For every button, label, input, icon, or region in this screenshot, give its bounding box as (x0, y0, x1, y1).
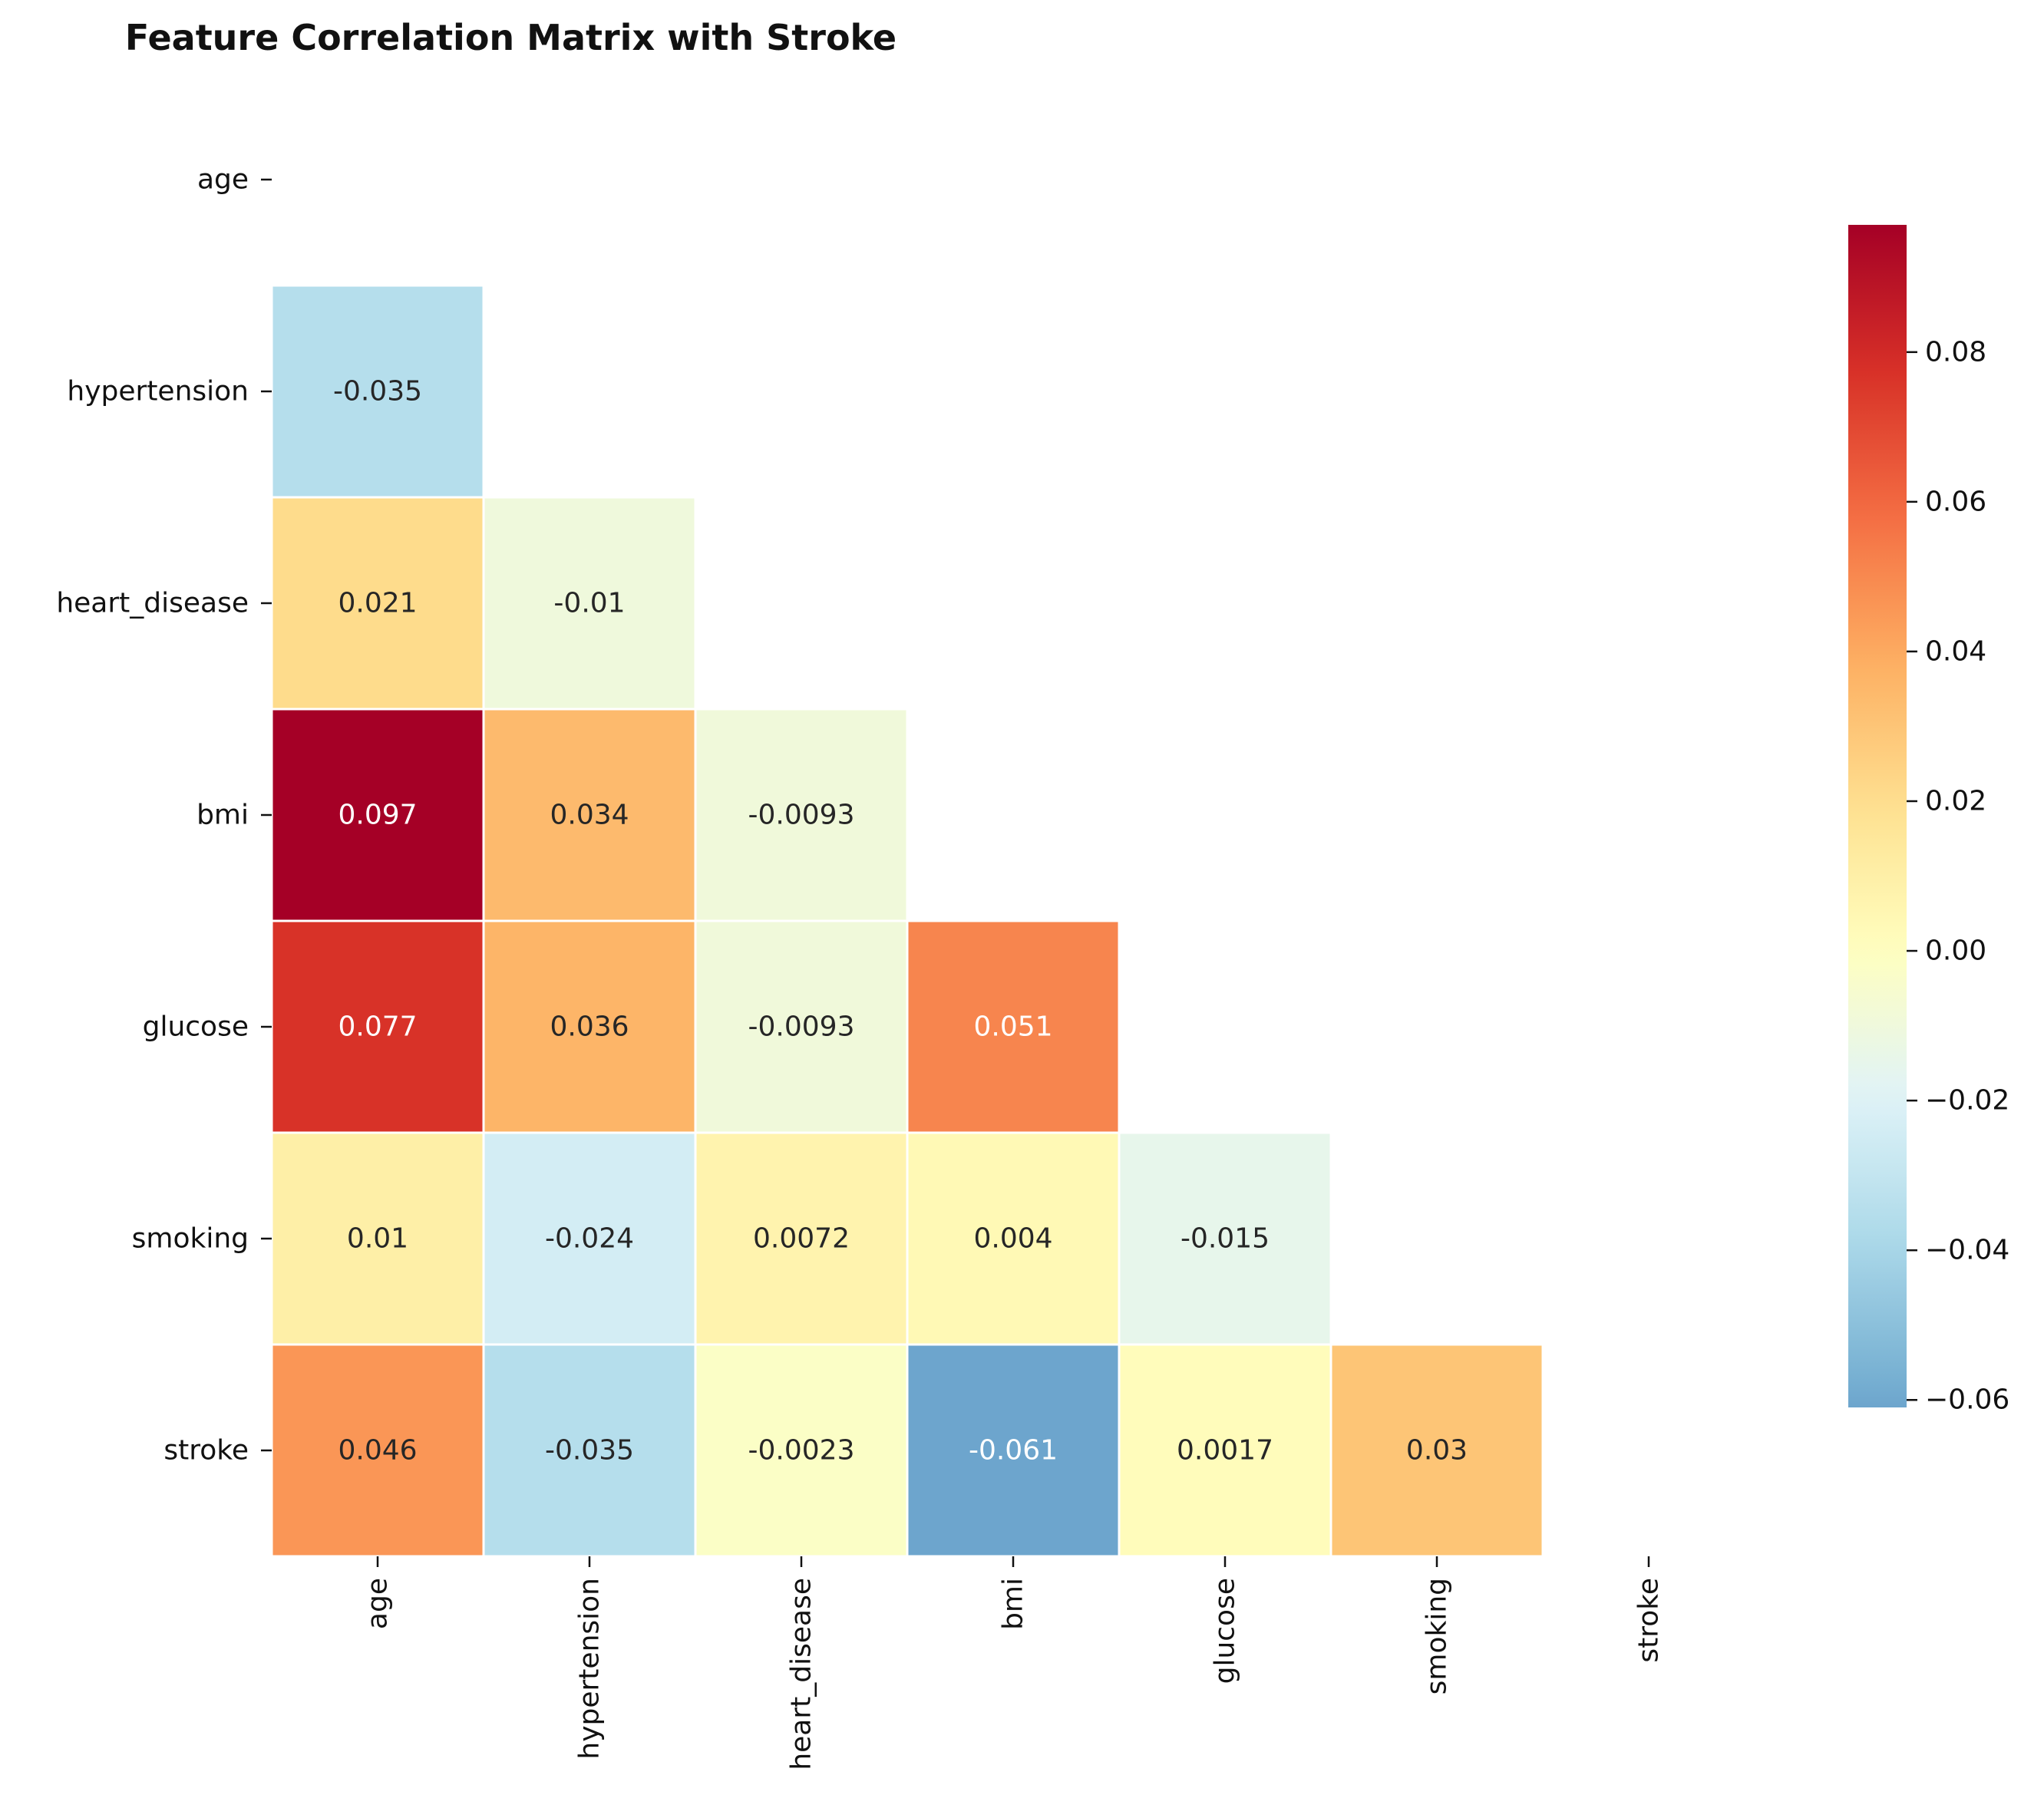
x-axis: age hypertension heart_disease bmi glucose sm… (362, 1556, 1665, 1770)
x-tick-label-age: age (362, 1578, 394, 1629)
colorbar-tick-label: −0.04 (1925, 1235, 2009, 1266)
colorbar-tick-label: 0.00 (1925, 935, 1986, 967)
cell-label-heart_disease-age: 0.021 (338, 588, 417, 619)
cell-label-glucose-heart_disease: -0.0093 (748, 1011, 855, 1043)
cell-label-glucose-age: 0.077 (338, 1011, 417, 1043)
heatmap-cell-stroke-glucose (1118, 1343, 1332, 1558)
cell-label-smoking-age: 0.01 (347, 1223, 408, 1255)
heatmap-cell-smoking-glucose (1118, 1131, 1332, 1346)
cell-label-stroke-glucose: 0.0017 (1177, 1435, 1273, 1467)
cell-label-stroke-bmi: -0.061 (969, 1435, 1058, 1467)
colorbar-tick-label: 0.02 (1925, 785, 1986, 817)
chart-title: Feature Correlation Matrix with Stroke (124, 17, 897, 58)
heatmap-cell-glucose-heart_disease (694, 919, 909, 1134)
x-tick-label-smoking: smoking (1422, 1578, 1453, 1694)
y-tick-label-hypertension: hypertension (67, 376, 249, 407)
cell-label-stroke-hypertension: -0.035 (545, 1435, 634, 1467)
x-tick-label-stroke: stroke (1633, 1578, 1665, 1663)
cell-label-bmi-hypertension: 0.034 (550, 800, 629, 831)
cell-label-glucose-bmi: 0.051 (973, 1011, 1052, 1043)
y-tick-label-glucose: glucose (143, 1011, 249, 1043)
x-tick-label-hypertension: hypertension (574, 1578, 606, 1760)
y-tick-label-smoking: smoking (132, 1223, 249, 1255)
heatmap-cells: -0.035 0.021 -0.01 0.097 0.034 -0.0093 0.077 0.… (270, 284, 1544, 1558)
heatmap-cell-stroke-age (270, 1343, 485, 1558)
heatmap-cell-smoking-bmi (906, 1131, 1121, 1346)
cell-label-stroke-smoking: 0.03 (1406, 1435, 1468, 1467)
heatmap-cell-stroke-smoking (1329, 1343, 1544, 1558)
colorbar-tick-label: 0.08 (1925, 336, 1986, 368)
colorbar-tick-label: 0.06 (1925, 486, 1986, 517)
cell-label-hypertension-age: -0.035 (333, 376, 422, 407)
y-tick-label-stroke: stroke (163, 1435, 249, 1467)
cell-label-smoking-hypertension: -0.024 (545, 1223, 634, 1255)
heatmap-cell-stroke-bmi (906, 1343, 1121, 1558)
heatmap-cell-bmi-age (270, 708, 485, 922)
x-tick-label-bmi: bmi (998, 1578, 1029, 1630)
colorbar-gradient (1848, 225, 1907, 1407)
cell-label-bmi-age: 0.097 (338, 800, 417, 831)
heatmap-cell-glucose-age (270, 919, 485, 1134)
x-tick-label-heart_disease: heart_disease (786, 1578, 817, 1770)
cell-label-smoking-heart_disease: 0.0072 (753, 1223, 850, 1255)
colorbar: 0.08 0.06 0.04 0.02 0.00 −0.02 −0.04 −0.06 (1848, 225, 2009, 1416)
colorbar-tick-label: −0.02 (1925, 1085, 2009, 1117)
colorbar-tick-label: −0.06 (1925, 1384, 2009, 1416)
heatmap-cell-glucose-hypertension (482, 919, 697, 1134)
heatmap-cell-stroke-hypertension (482, 1343, 697, 1558)
y-tick-label-bmi: bmi (196, 800, 249, 831)
heatmap-cell-smoking-hypertension (482, 1131, 697, 1346)
heatmap-cell-heart_disease-hypertension (482, 496, 697, 711)
y-tick-label-age: age (197, 164, 249, 196)
heatmap-cell-glucose-bmi (906, 919, 1121, 1134)
cell-label-stroke-heart_disease: -0.0023 (748, 1435, 855, 1467)
heatmap-cell-stroke-heart_disease (694, 1343, 909, 1558)
cell-label-smoking-bmi: 0.004 (973, 1223, 1052, 1255)
y-tick-label-heart_disease: heart_disease (56, 588, 249, 619)
colorbar-tick-label: 0.04 (1925, 635, 1986, 667)
cell-label-bmi-heart_disease: -0.0093 (748, 800, 855, 831)
cell-label-stroke-age: 0.046 (338, 1435, 417, 1467)
cell-label-smoking-glucose: -0.015 (1181, 1223, 1270, 1255)
heatmap-cell-smoking-heart_disease (694, 1131, 909, 1346)
heatmap-cell-heart_disease-age (270, 496, 485, 711)
cell-label-heart_disease-hypertension: -0.01 (553, 588, 625, 619)
heatmap-cell-hypertension-age (270, 284, 485, 499)
cell-label-glucose-hypertension: 0.036 (550, 1011, 629, 1043)
x-tick-label-glucose: glucose (1210, 1578, 1241, 1684)
